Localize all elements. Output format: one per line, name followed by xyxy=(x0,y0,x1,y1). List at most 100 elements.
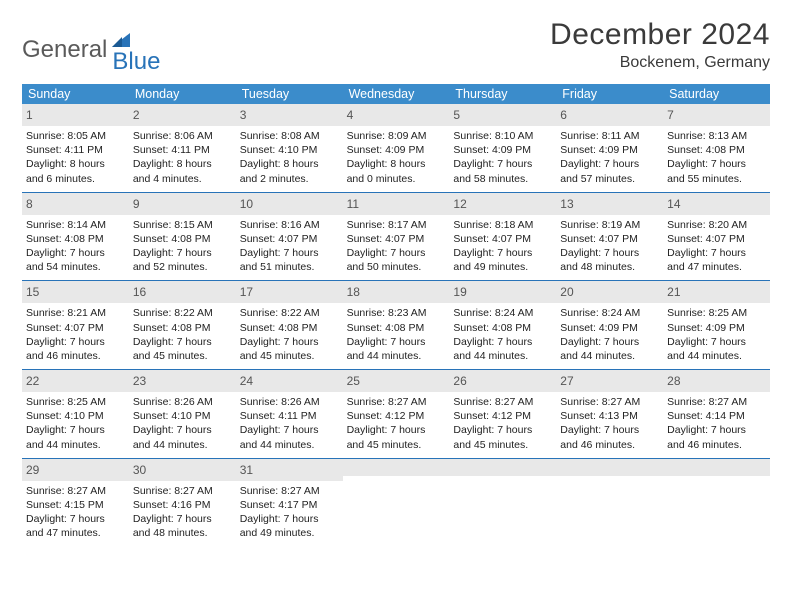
day-info-line: Daylight: 7 hours xyxy=(26,246,125,260)
day-info-line: and 44 minutes. xyxy=(240,438,339,452)
day-info-line: Daylight: 8 hours xyxy=(26,157,125,171)
day-info-line: and 44 minutes. xyxy=(667,349,766,363)
day-info-line: Sunset: 4:07 PM xyxy=(347,232,446,246)
day-info-line: Sunset: 4:09 PM xyxy=(347,143,446,157)
day-info-line: Sunset: 4:14 PM xyxy=(667,409,766,423)
day-info-line: Daylight: 7 hours xyxy=(240,423,339,437)
day-cell: 10Sunrise: 8:16 AMSunset: 4:07 PMDayligh… xyxy=(236,193,343,281)
day-cell: 11Sunrise: 8:17 AMSunset: 4:07 PMDayligh… xyxy=(343,193,450,281)
day-info-line: Sunset: 4:07 PM xyxy=(26,321,125,335)
day-info-line: and 45 minutes. xyxy=(453,438,552,452)
day-cell: 12Sunrise: 8:18 AMSunset: 4:07 PMDayligh… xyxy=(449,193,556,281)
day-info-line: Daylight: 7 hours xyxy=(347,335,446,349)
empty-day-bar xyxy=(663,459,770,476)
day-number-bar: 2 xyxy=(129,104,236,126)
day-info-line: Sunrise: 8:18 AM xyxy=(453,218,552,232)
day-info-line: and 49 minutes. xyxy=(453,260,552,274)
day-number-bar: 8 xyxy=(22,193,129,215)
day-number-bar: 9 xyxy=(129,193,236,215)
day-info-line: Daylight: 7 hours xyxy=(453,157,552,171)
day-info-line: Sunrise: 8:25 AM xyxy=(26,395,125,409)
day-info-line: and 6 minutes. xyxy=(26,172,125,186)
day-info-line: Daylight: 7 hours xyxy=(133,423,232,437)
day-info-line: Daylight: 7 hours xyxy=(453,423,552,437)
day-info-line: Sunrise: 8:21 AM xyxy=(26,306,125,320)
day-info-line: Sunrise: 8:26 AM xyxy=(240,395,339,409)
weekday-label: Wednesday xyxy=(343,84,450,104)
day-info-line: and 47 minutes. xyxy=(667,260,766,274)
day-info-line: and 44 minutes. xyxy=(26,438,125,452)
day-number: 17 xyxy=(240,285,253,299)
brand-part1: General xyxy=(22,36,107,64)
day-info-line: Sunrise: 8:15 AM xyxy=(133,218,232,232)
day-info-line: Sunset: 4:07 PM xyxy=(240,232,339,246)
day-info-line: Daylight: 8 hours xyxy=(240,157,339,171)
day-number: 8 xyxy=(26,197,33,211)
day-info-line: Sunset: 4:08 PM xyxy=(133,232,232,246)
day-info-line: and 55 minutes. xyxy=(667,172,766,186)
day-cell xyxy=(343,459,450,547)
day-info-line: Daylight: 7 hours xyxy=(560,423,659,437)
day-number-bar: 3 xyxy=(236,104,343,126)
day-info-line: Sunrise: 8:27 AM xyxy=(453,395,552,409)
day-info-line: and 44 minutes. xyxy=(347,349,446,363)
day-number: 26 xyxy=(453,374,466,388)
day-number-bar: 19 xyxy=(449,281,556,303)
day-number: 23 xyxy=(133,374,146,388)
day-info-line: Sunrise: 8:27 AM xyxy=(347,395,446,409)
day-info-line: Daylight: 7 hours xyxy=(26,512,125,526)
day-cell: 5Sunrise: 8:10 AMSunset: 4:09 PMDaylight… xyxy=(449,104,556,192)
day-number: 3 xyxy=(240,108,247,122)
day-info-line: Sunset: 4:16 PM xyxy=(133,498,232,512)
day-number: 31 xyxy=(240,463,253,477)
day-info-line: and 58 minutes. xyxy=(453,172,552,186)
month-title: December 2024 xyxy=(550,18,770,52)
day-info-line: Daylight: 7 hours xyxy=(667,423,766,437)
header: General Blue December 2024 Bockenem, Ger… xyxy=(22,18,770,76)
day-number: 7 xyxy=(667,108,674,122)
day-number-bar: 26 xyxy=(449,370,556,392)
day-number: 30 xyxy=(133,463,146,477)
day-info-line: and 44 minutes. xyxy=(560,349,659,363)
day-cell: 7Sunrise: 8:13 AMSunset: 4:08 PMDaylight… xyxy=(663,104,770,192)
day-info-line: Sunrise: 8:27 AM xyxy=(133,484,232,498)
day-cell: 15Sunrise: 8:21 AMSunset: 4:07 PMDayligh… xyxy=(22,281,129,369)
day-cell: 3Sunrise: 8:08 AMSunset: 4:10 PMDaylight… xyxy=(236,104,343,192)
day-info-line: Daylight: 7 hours xyxy=(560,246,659,260)
day-info-line: Sunrise: 8:27 AM xyxy=(560,395,659,409)
day-info-line: Daylight: 7 hours xyxy=(667,246,766,260)
day-cell: 29Sunrise: 8:27 AMSunset: 4:15 PMDayligh… xyxy=(22,459,129,547)
day-cell: 18Sunrise: 8:23 AMSunset: 4:08 PMDayligh… xyxy=(343,281,450,369)
day-number: 14 xyxy=(667,197,680,211)
day-cell: 14Sunrise: 8:20 AMSunset: 4:07 PMDayligh… xyxy=(663,193,770,281)
day-number: 22 xyxy=(26,374,39,388)
day-info-line: Sunrise: 8:05 AM xyxy=(26,129,125,143)
day-info-line: Sunset: 4:08 PM xyxy=(26,232,125,246)
day-info-line: Sunrise: 8:08 AM xyxy=(240,129,339,143)
day-number-bar: 13 xyxy=(556,193,663,215)
day-number: 1 xyxy=(26,108,33,122)
day-info-line: Sunset: 4:09 PM xyxy=(667,321,766,335)
day-info-line: and 46 minutes. xyxy=(667,438,766,452)
day-number-bar: 21 xyxy=(663,281,770,303)
day-info-line: Daylight: 8 hours xyxy=(133,157,232,171)
day-info-line: Daylight: 7 hours xyxy=(133,335,232,349)
day-number-bar: 27 xyxy=(556,370,663,392)
day-cell xyxy=(556,459,663,547)
day-number-bar: 7 xyxy=(663,104,770,126)
day-info-line: Daylight: 7 hours xyxy=(347,423,446,437)
weekday-label: Friday xyxy=(556,84,663,104)
day-info-line: Sunset: 4:08 PM xyxy=(240,321,339,335)
day-info-line: and 2 minutes. xyxy=(240,172,339,186)
day-number-bar: 1 xyxy=(22,104,129,126)
day-number: 21 xyxy=(667,285,680,299)
day-number-bar: 25 xyxy=(343,370,450,392)
day-info-line: Sunset: 4:10 PM xyxy=(26,409,125,423)
location: Bockenem, Germany xyxy=(550,54,770,72)
day-info-line: Daylight: 7 hours xyxy=(240,512,339,526)
day-info-line: Sunrise: 8:24 AM xyxy=(560,306,659,320)
day-number: 15 xyxy=(26,285,39,299)
day-info-line: and 45 minutes. xyxy=(240,349,339,363)
day-number-bar: 31 xyxy=(236,459,343,481)
day-number-bar: 29 xyxy=(22,459,129,481)
